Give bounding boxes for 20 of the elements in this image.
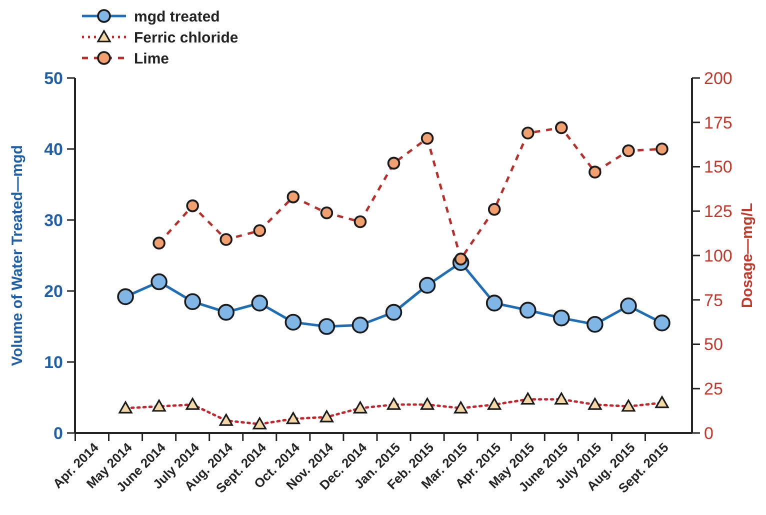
y2-tick-label: 25 (704, 380, 723, 399)
y-tick-label: 40 (44, 140, 63, 159)
y2-tick-label: 50 (704, 335, 723, 354)
y2-tick-label: 125 (704, 202, 732, 222)
y2-tick-label: 175 (704, 113, 732, 132)
legend-label: mgd treated (134, 8, 220, 26)
y-tick-label: 20 (44, 282, 63, 301)
legend-label: Lime (134, 50, 170, 68)
y2-axis-title: Dosage—mg/L (739, 202, 756, 308)
y2-tick-label: 0 (704, 424, 714, 443)
y-tick-label: 50 (44, 68, 63, 88)
y-tick-label: 0 (54, 424, 63, 443)
y2-tick-label: 100 (704, 246, 732, 266)
y2-tick-label: 200 (704, 68, 732, 88)
y2-tick-label: 150 (704, 158, 732, 177)
y-axis-title: Volume of Water Treated—mgd (9, 145, 26, 366)
legend-label: Ferric chloride (134, 29, 238, 46)
y-tick-label: 30 (44, 210, 63, 230)
y2-tick-label: 75 (704, 290, 723, 310)
y-tick-label: 10 (44, 352, 63, 372)
